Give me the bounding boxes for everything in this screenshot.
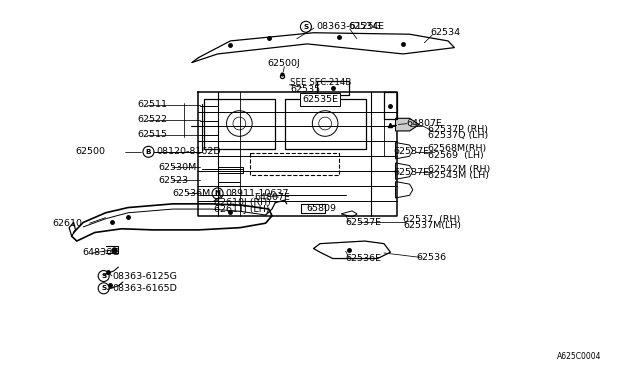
Text: 62537Q (LH): 62537Q (LH) — [428, 131, 488, 140]
Text: 64836G: 64836G — [82, 248, 119, 257]
Text: 62535E: 62535E — [302, 95, 338, 104]
Text: A625C0004: A625C0004 — [557, 352, 602, 361]
Text: 62535: 62535 — [290, 85, 320, 94]
Text: 62536E: 62536E — [346, 254, 381, 263]
Text: S: S — [303, 24, 308, 30]
Text: 62610J (RH): 62610J (RH) — [214, 198, 271, 207]
Text: 64807E: 64807E — [406, 119, 442, 128]
Text: B: B — [146, 149, 151, 155]
Text: 62537M(LH): 62537M(LH) — [403, 221, 461, 230]
Text: 08363-6125G: 08363-6125G — [112, 272, 177, 280]
Text: S: S — [101, 273, 106, 279]
Text: N: N — [214, 190, 221, 196]
Text: 62530M: 62530M — [159, 163, 197, 172]
Text: 62536M: 62536M — [173, 189, 211, 198]
Text: 62610: 62610 — [52, 219, 83, 228]
Text: 08120-8162D: 08120-8162D — [157, 147, 221, 156]
Text: SEE SEC.214B: SEE SEC.214B — [290, 78, 351, 87]
Text: 62569  (LH): 62569 (LH) — [428, 151, 483, 160]
Polygon shape — [396, 118, 419, 131]
Text: 65809: 65809 — [306, 204, 336, 213]
Text: 62500J: 62500J — [268, 60, 300, 68]
Text: 62522: 62522 — [138, 115, 168, 124]
Text: 62611J (LH): 62611J (LH) — [214, 205, 270, 214]
Text: 62500: 62500 — [76, 147, 106, 156]
Text: 62537E: 62537E — [394, 147, 429, 156]
Text: 62537  (RH): 62537 (RH) — [403, 215, 460, 224]
Text: 62537P (RH): 62537P (RH) — [428, 125, 488, 134]
Text: 62537E: 62537E — [346, 218, 381, 227]
Text: 62537E: 62537E — [394, 168, 429, 177]
Text: 62523: 62523 — [159, 176, 189, 185]
Text: 62511: 62511 — [138, 100, 168, 109]
Text: 62543M (LH): 62543M (LH) — [428, 171, 488, 180]
Text: 62534E: 62534E — [348, 22, 384, 31]
Text: 62534: 62534 — [430, 28, 460, 37]
Text: 62568M(RH): 62568M(RH) — [428, 144, 487, 153]
Text: 08911-10637: 08911-10637 — [225, 189, 289, 198]
Text: 62542M (RH): 62542M (RH) — [428, 165, 490, 174]
Text: 62515: 62515 — [138, 130, 168, 139]
Text: 64807E: 64807E — [255, 193, 291, 202]
Text: 62536: 62536 — [416, 253, 446, 262]
Text: S: S — [101, 285, 106, 291]
Text: 08363-6165D: 08363-6165D — [112, 284, 177, 293]
Text: 08363-6125G: 08363-6125G — [316, 22, 381, 31]
